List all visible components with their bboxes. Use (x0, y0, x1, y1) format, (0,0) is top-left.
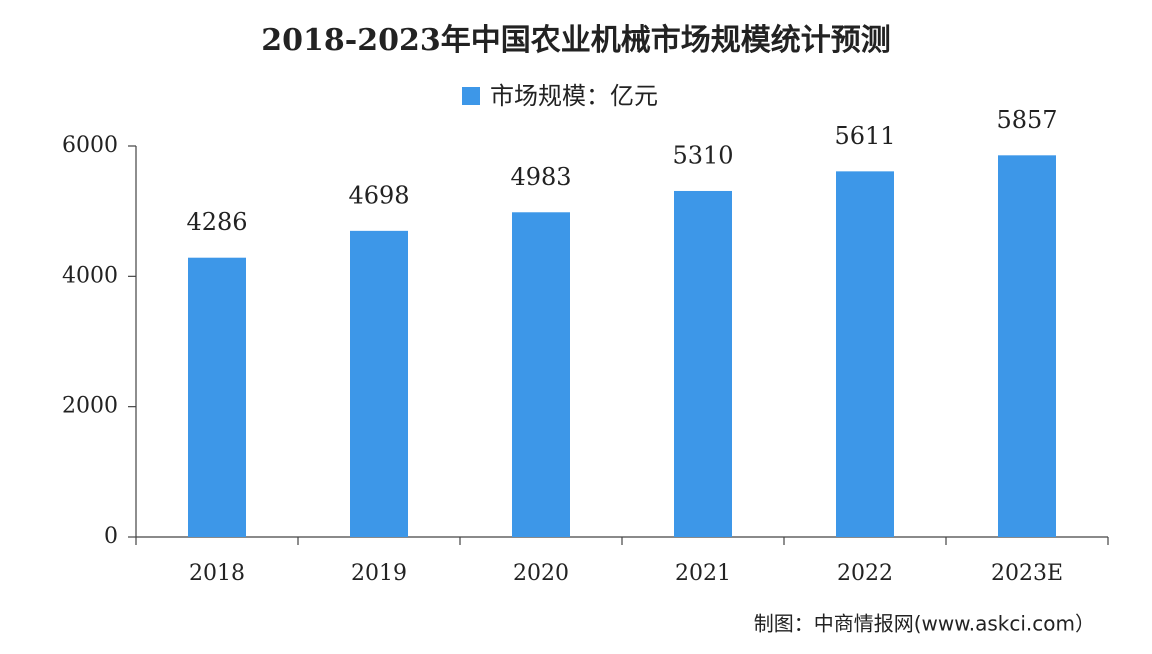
source-note: 制图：中商情报网(www.askci.com） (754, 612, 1095, 636)
bar (836, 171, 894, 537)
value-label: 4983 (510, 163, 571, 191)
bar (512, 212, 570, 537)
value-label: 5310 (672, 141, 733, 169)
x-tick-label: 2021 (675, 561, 731, 586)
legend-swatch (462, 87, 480, 105)
legend-label: 市场规模：亿元 (490, 82, 658, 110)
x-tick-label: 2020 (513, 561, 569, 586)
bar (674, 190, 732, 537)
x-tick-label: 2023E (991, 561, 1063, 586)
y-tick-label: 6000 (62, 133, 118, 158)
x-tick-label: 2019 (351, 561, 407, 586)
value-label: 5611 (834, 122, 895, 150)
x-tick-label: 2022 (837, 561, 893, 586)
y-tick-label: 4000 (62, 263, 118, 288)
value-label: 4286 (186, 208, 247, 236)
bar (188, 257, 246, 537)
y-tick-label: 0 (104, 524, 118, 549)
bar (998, 155, 1056, 537)
value-label: 5857 (996, 106, 1057, 134)
y-tick-label: 2000 (62, 394, 118, 419)
x-tick-label: 2018 (189, 561, 245, 586)
bar (350, 230, 408, 538)
value-label: 4698 (348, 181, 409, 209)
chart-title: 2018-2023年中国农业机械市场规模统计预测 (261, 23, 890, 58)
